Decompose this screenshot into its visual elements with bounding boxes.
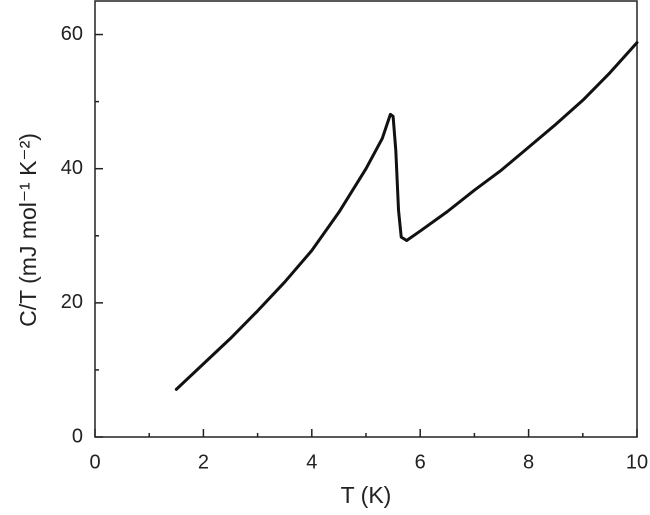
x-tick-label: 0 — [89, 451, 100, 473]
y-axis-label: C/T (mJ mol⁻¹ K⁻²) — [15, 133, 41, 327]
y-tick-label: 40 — [61, 157, 83, 179]
y-tick-label: 0 — [72, 425, 83, 447]
data-line — [174, 41, 639, 391]
x-axis-label: T (K) — [341, 482, 392, 508]
plot-frame — [94, 0, 638, 438]
x-tick-label: 10 — [626, 451, 648, 473]
x-tick-label: 8 — [523, 451, 534, 473]
y-tick-label: 60 — [61, 23, 83, 45]
x-tick-label: 2 — [198, 451, 209, 473]
x-tick-label: 4 — [306, 451, 317, 473]
x-tick-label: 6 — [415, 451, 426, 473]
y-tick-label: 20 — [61, 291, 83, 313]
